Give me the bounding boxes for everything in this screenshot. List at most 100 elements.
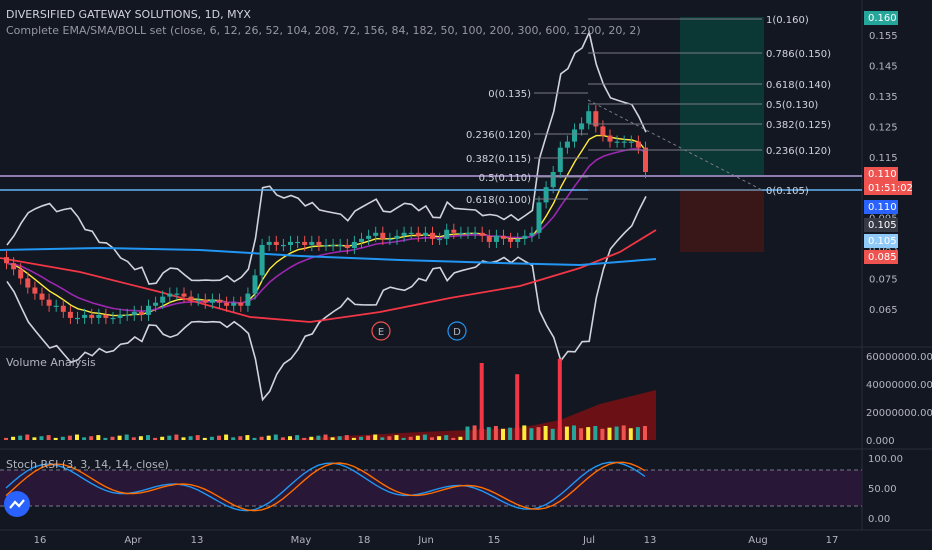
candle-body [316,241,322,245]
volume-spike-bar [515,374,520,440]
volume-bar [430,437,434,440]
volume-bar [564,426,569,440]
volume-bar [614,426,619,440]
volume-bar [46,435,51,440]
volume-bar [273,434,278,440]
candle-body [380,232,386,239]
volume-bar [53,437,58,440]
stoch-rsi-k-line [5,461,646,512]
candle-body [60,305,66,312]
volume-bar [536,427,541,440]
candle-body [231,302,237,306]
volume-bar [579,428,584,440]
volume-bar [224,434,229,440]
candle-body [643,147,648,172]
candle-body [614,141,620,143]
candle-body [25,278,31,288]
volume-bar [444,435,449,440]
volume-spike-bar [479,363,484,440]
candle-body [160,296,166,303]
volume-bar [593,426,598,440]
fib-level-0.786-label: 0.786(0.150) [766,49,831,60]
volume-bar [323,434,328,440]
dividend-marker-letter: D [453,327,461,338]
indicator-legend[interactable]: Complete EMA/SMA/BOLL set (close, 6, 12,… [6,24,641,37]
bollinger-lower-line [6,196,647,402]
earnings-marker [371,321,391,341]
candle-body [302,241,308,245]
fib-level-1-label: 1(0.160) [766,15,809,26]
volume-bar [337,436,342,440]
candle-body [458,232,464,234]
time-tick: 15 [488,535,501,546]
price-badge-text: 0.160 [868,13,897,24]
volume-bar [96,435,101,440]
price-badge-text: 0.105 [868,236,897,247]
volume-bar [82,437,87,440]
time-tick: 17 [826,535,839,546]
fib-level-0.5-label: 0.5(0.130) [766,100,818,111]
volume-bar [572,425,576,440]
candle-body [217,299,222,303]
candle-body [288,241,293,245]
volume-bar [131,437,136,440]
volume-bar [359,436,363,440]
volume-bar [60,436,65,440]
position-loss-zone [680,190,764,252]
candle-body [451,229,457,233]
candle-body [430,232,435,239]
candle-body [465,232,471,234]
candle-body [444,229,450,239]
candle-body [394,235,400,239]
price-tick: 0.145 [869,62,898,73]
candle-body [501,235,506,239]
candle-body [337,244,343,247]
candle-body [351,241,357,248]
candle-body [621,141,627,143]
candle-body [209,299,215,303]
volume-tick: 20000000.000 [866,408,932,419]
candle-body [11,263,17,270]
candle-body [167,293,173,297]
time-tick: Jun [417,535,434,546]
candle-body [366,235,372,239]
candle-body [195,299,201,301]
fib-level-0-label: 0(0.105) [766,186,809,197]
candle-body [330,244,336,247]
chart-title[interactable]: DIVERSIFIED GATEWAY SOLUTIONS, 1D, MYX [6,8,251,21]
candle-body [32,287,38,294]
volume-bar [160,436,165,440]
price-axis: 0.0650.0750.0850.0950.1050.1150.1250.135… [864,11,932,525]
position-profit-zone [680,17,764,175]
volume-bar [67,435,72,440]
volume-bar [117,435,122,440]
volume-bar [302,437,307,440]
volume-bar [628,428,633,440]
candle-body [415,232,421,236]
candle-body [224,302,230,306]
candle-body [572,129,577,142]
volume-bar [174,434,179,440]
candle-body [522,235,528,239]
candle-body [508,238,514,242]
candle-body [202,299,208,303]
candle-body [600,126,606,136]
volume-bar [586,427,591,440]
candle-body [593,111,599,127]
volume-bar [387,436,392,440]
volume-bar [344,435,349,440]
candle-body [39,293,45,300]
price-badge-text: 0.110 [868,169,897,180]
price-badge-bg [864,200,898,214]
volume-bar [437,436,442,440]
price-tick: 0.135 [869,92,898,103]
volume-bar [288,436,292,440]
volume-tick: 60000000.000 [866,352,932,363]
tradingview-logo-icon[interactable] [4,491,30,517]
candle-body [4,257,9,264]
price-badge-text: 0.105 [868,220,897,231]
candle-body [89,314,95,318]
stoch-rsi-tick: 50.00 [868,484,897,495]
volume-bar [522,425,527,440]
volume-bar [380,437,385,440]
